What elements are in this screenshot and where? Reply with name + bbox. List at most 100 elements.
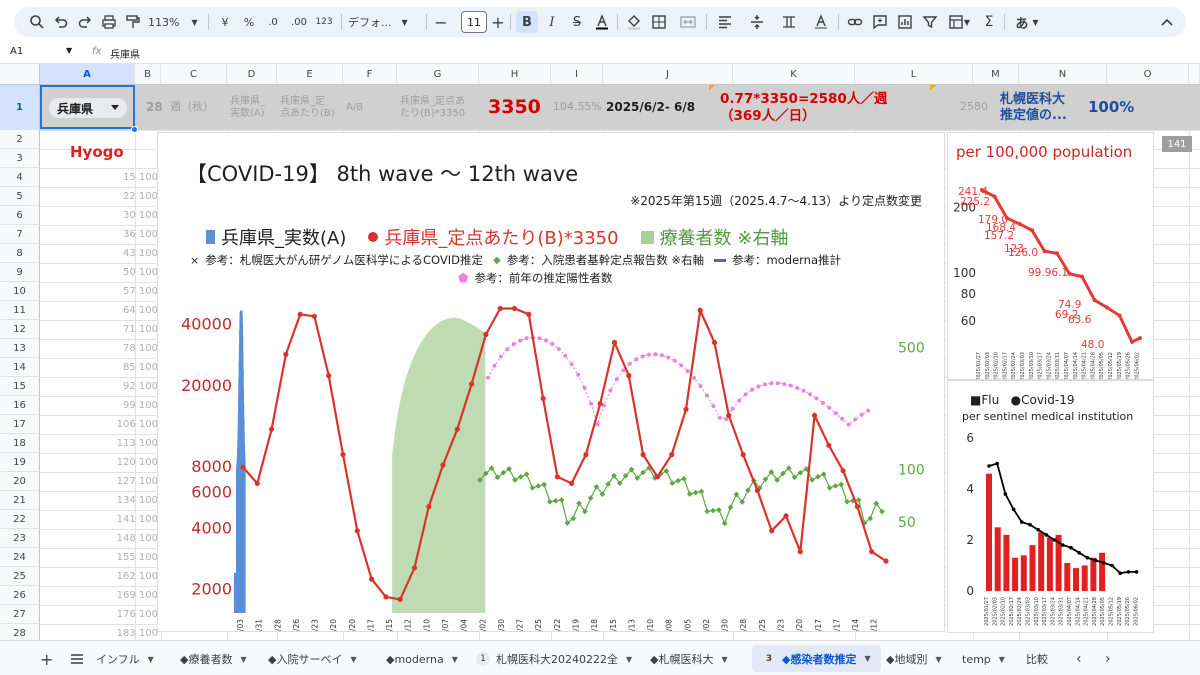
filter-views-icon[interactable]: ▼ [944, 11, 974, 33]
cell-f1[interactable]: A/B [346, 101, 364, 113]
cell-g1[interactable]: 兵庫県_定点あ たり(B)*3350 [400, 96, 466, 119]
row-header-3[interactable]: 3 [0, 149, 40, 168]
column-header-d[interactable]: D [227, 64, 277, 85]
row-header-27[interactable]: 27 [0, 605, 40, 624]
cell-j1[interactable]: 2025/6/2- 6/8 [606, 99, 696, 114]
bold-icon[interactable]: B [516, 11, 538, 33]
percent-format-button[interactable]: % [243, 15, 255, 29]
scroll-tabs-right-icon[interactable]: › [1105, 651, 1111, 667]
increase-decimal-button[interactable]: .00 [291, 16, 307, 28]
sheet-tab[interactable]: 3 ◆感染者数推定 ▼ [752, 645, 881, 672]
decrease-font-size-icon[interactable]: − [434, 12, 448, 32]
column-header-l[interactable]: L [855, 64, 973, 85]
row-header-1[interactable]: 1 [0, 85, 40, 130]
column-header-e[interactable]: E [277, 64, 343, 85]
sheet-tab[interactable]: 1 札幌医科大20240222全 ▼ [476, 650, 632, 668]
prefecture-dropdown[interactable]: 兵庫県 [49, 98, 127, 118]
row-header-25[interactable]: 25 [0, 567, 40, 586]
column-header-j[interactable]: J [603, 64, 733, 85]
redo-icon[interactable] [74, 11, 96, 33]
more-formats-button[interactable]: 123 [315, 17, 333, 27]
cell-k1[interactable]: 0.77*3350=2580人／週 （369人／日） [720, 91, 888, 124]
formula-input[interactable]: 兵庫県 [110, 50, 140, 61]
row-header-2[interactable]: 2 [0, 130, 40, 149]
all-sheets-icon[interactable] [70, 650, 84, 668]
cell-o1[interactable]: 100% [1088, 97, 1135, 116]
row-header-14[interactable]: 14 [0, 358, 40, 377]
font-select[interactable]: デフォ... ▼ [348, 11, 420, 33]
main-chart[interactable]: 【COVID-19】 8th wave 〜 12th wave ※2025年第1… [157, 132, 945, 632]
decrease-decimal-button[interactable]: .0 [268, 16, 278, 28]
undo-icon[interactable] [50, 11, 72, 33]
name-box[interactable]: A1 ▼ [10, 46, 78, 57]
row-header-18[interactable]: 18 [0, 434, 40, 453]
cell-i1[interactable]: 104.55% [553, 100, 602, 114]
row-header-21[interactable]: 21 [0, 491, 40, 510]
zoom-select[interactable]: 113% ▼ [148, 11, 202, 33]
row-header-11[interactable]: 11 [0, 301, 40, 320]
text-wrap-icon[interactable] [776, 11, 802, 33]
column-header-n[interactable]: N [1019, 64, 1107, 85]
column-header-p[interactable] [1189, 64, 1200, 85]
per100k-chart[interactable]: per 100,000 population 200 100 80 60 241.4 22… [947, 132, 1154, 380]
row-header-24[interactable]: 24 [0, 548, 40, 567]
text-rotation-icon[interactable] [808, 11, 834, 33]
sentinel-chart[interactable]: ■Flu ●Covid-19 per sentinel medical inst… [947, 380, 1154, 633]
sheet-tab[interactable]: 比較 [1026, 650, 1048, 668]
row-header-22[interactable]: 22 [0, 510, 40, 529]
add-sheet-icon[interactable]: + [40, 649, 54, 669]
row-header-12[interactable]: 12 [0, 320, 40, 339]
row-header-16[interactable]: 16 [0, 396, 40, 415]
row-header-9[interactable]: 9 [0, 263, 40, 282]
filter-icon[interactable] [919, 11, 941, 33]
column-header-m[interactable]: M [973, 64, 1019, 85]
selected-cell-a1[interactable]: 兵庫県 [40, 85, 135, 129]
merge-cells-icon[interactable] [673, 11, 703, 33]
input-tools-button[interactable]: あ ▼ [1010, 11, 1044, 33]
text-color-icon[interactable] [591, 11, 613, 33]
cell-n1[interactable]: 札幌医科大 推定値の... [1000, 91, 1067, 123]
sheet-tab[interactable]: インフル ▼ [96, 650, 154, 668]
column-header-a[interactable]: A [40, 64, 135, 85]
cell-b1[interactable]: 28 [146, 99, 163, 114]
paint-format-icon[interactable] [122, 11, 144, 33]
fill-color-icon[interactable] [623, 11, 645, 33]
column-header-b[interactable]: B [135, 64, 161, 85]
insert-chart-icon[interactable] [894, 11, 916, 33]
select-all-corner[interactable] [0, 64, 40, 85]
column-header-o[interactable]: O [1107, 64, 1189, 85]
cell-p2[interactable]: 141 [1162, 136, 1192, 152]
row-header-23[interactable]: 23 [0, 529, 40, 548]
print-icon[interactable] [98, 11, 120, 33]
row-header-7[interactable]: 7 [0, 225, 40, 244]
sheet-tab[interactable]: ◆moderna ▼ [386, 650, 458, 668]
row-header-6[interactable]: 6 [0, 206, 40, 225]
cell-d1[interactable]: 兵庫県_ 実数(A) [230, 96, 265, 119]
scroll-tabs-left-icon[interactable]: ‹ [1076, 651, 1082, 667]
vertical-align-icon[interactable] [744, 11, 770, 33]
cell-m1[interactable]: 2580 [960, 100, 988, 114]
insert-link-icon[interactable] [844, 11, 866, 33]
column-header-c[interactable]: C [161, 64, 227, 85]
search-menus-icon[interactable] [26, 11, 48, 33]
row-header-26[interactable]: 26 [0, 586, 40, 605]
strikethrough-icon[interactable]: S [572, 14, 582, 30]
sheet-tab[interactable]: temp ▼ [962, 650, 1005, 668]
borders-icon[interactable] [648, 11, 670, 33]
cell-c1[interactable]: 週（秋） [170, 100, 214, 114]
currency-format-button[interactable]: ¥ [221, 15, 229, 29]
column-header-k[interactable]: K [733, 64, 855, 85]
row-header-8[interactable]: 8 [0, 244, 40, 263]
insert-comment-icon[interactable] [869, 11, 891, 33]
column-header-f[interactable]: F [343, 64, 397, 85]
align-left-icon[interactable] [712, 11, 738, 33]
column-header-i[interactable]: I [551, 64, 603, 85]
column-header-h[interactable]: H [479, 64, 551, 85]
sheet-tab[interactable]: ◆地域別 ▼ [886, 650, 942, 668]
row-header-13[interactable]: 13 [0, 339, 40, 358]
row-header-20[interactable]: 20 [0, 472, 40, 491]
cell-h1[interactable]: 3350 [488, 95, 541, 118]
collapse-menus-icon[interactable] [1156, 11, 1178, 33]
sheet-tab[interactable]: ◆札幌医科大 ▼ [650, 650, 728, 668]
font-size-input[interactable]: 11 [461, 11, 487, 33]
